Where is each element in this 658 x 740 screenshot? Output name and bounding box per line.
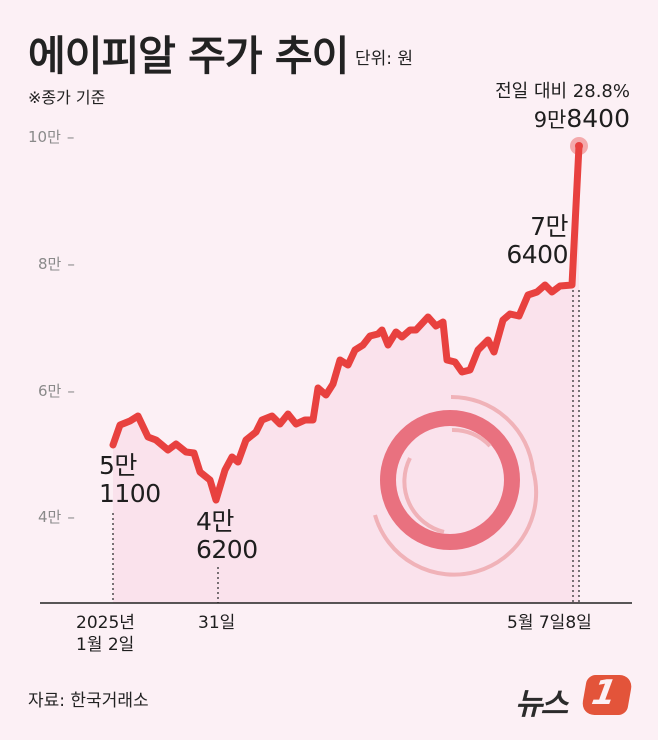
start-value-line1: 5만 (99, 451, 137, 480)
decorative-ring-icon (373, 394, 539, 577)
y-tick-dash: – (67, 255, 75, 273)
peak-value-label: 전일 대비 28.8% 9만8400 (495, 80, 630, 135)
logo-badge-icon: 1 (580, 673, 634, 715)
peak-value-prefix: 9만 (533, 108, 567, 132)
logo-text: 뉴스 (515, 687, 568, 722)
low-value-line1: 4만 (196, 507, 234, 536)
x-label-start-date: 1월 2일 (76, 635, 135, 655)
y-tick-60k: 6만 – (38, 380, 108, 401)
y-tick-label: 6만 (38, 382, 62, 400)
y-tick-dash: – (67, 508, 75, 526)
x-label-end: 5월 7일8일 (507, 613, 592, 633)
peak-marker-dot (575, 142, 583, 150)
closing-price-note: ※종가 기준 (28, 88, 106, 107)
prev-value-label: 7만 6400 (504, 213, 568, 269)
y-tick-100k: 10만 – (28, 126, 98, 147)
prev-value-line2: 6400 (506, 240, 568, 269)
news1-logo: 뉴스 1 (515, 673, 635, 722)
y-tick-dash: – (66, 128, 75, 146)
y-tick-dash: – (67, 382, 75, 400)
price-line (109, 142, 583, 504)
source-label: 자료: 한국거래소 (28, 691, 149, 711)
peak-change-text: 전일 대비 28.8% (495, 81, 630, 102)
y-tick-label: 8만 (38, 255, 62, 273)
start-value-label: 5만 1100 (99, 452, 161, 508)
x-label-start-year: 2025년 (76, 613, 135, 633)
x-label-low: 31일 (198, 613, 236, 633)
peak-value: 9만8400 (495, 104, 630, 135)
y-tick-80k: 8만 – (38, 253, 108, 274)
x-label-start: 2025년 1월 2일 (76, 612, 135, 656)
area-fill (113, 146, 579, 603)
low-value-label: 4만 6200 (196, 508, 258, 564)
peak-value-suffix: 8400 (566, 104, 630, 133)
chart-title: 에이피알 주가 추이 (28, 32, 349, 80)
start-value-line2: 1100 (99, 479, 161, 508)
y-tick-40k: 4만 – (38, 506, 108, 527)
logo-badge-text: 1 (588, 673, 620, 713)
low-value-line2: 6200 (196, 535, 258, 564)
prev-value-line1: 7만 (530, 212, 568, 241)
unit-label: 단위: 원 (355, 49, 414, 69)
y-tick-label: 10만 (28, 128, 61, 146)
y-tick-label: 4만 (38, 508, 62, 526)
